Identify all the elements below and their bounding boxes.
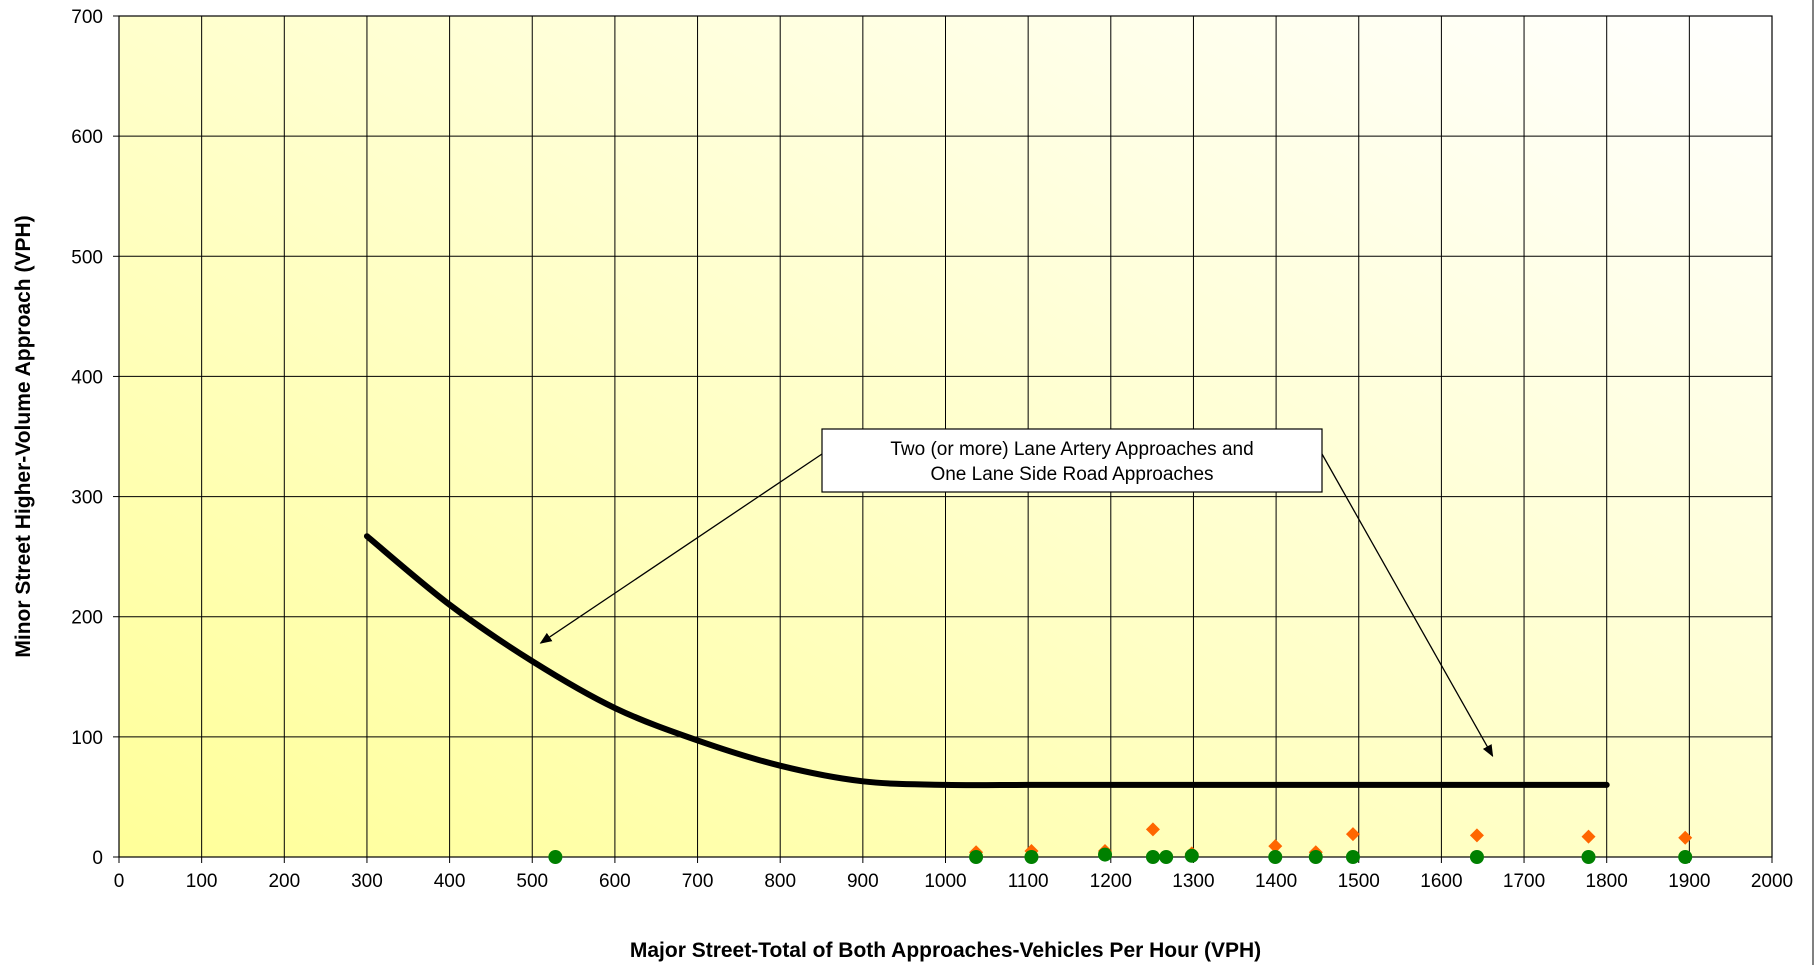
x-tick-label: 1600 [1420, 871, 1462, 892]
circle-point [1268, 850, 1283, 864]
x-tick-label: 1400 [1255, 871, 1297, 892]
x-axis-title: Major Street-Total of Both Approaches-Ve… [630, 939, 1261, 962]
diamond-point [1469, 828, 1484, 843]
y-tick-label: 0 [92, 848, 103, 869]
x-tick-label: 1800 [1586, 871, 1628, 892]
circle-point [969, 850, 984, 864]
x-tick-label: 1500 [1338, 871, 1380, 892]
x-tick-label: 1300 [1172, 871, 1214, 892]
circle-point [1024, 850, 1039, 864]
x-tick-label: 200 [268, 871, 300, 892]
x-tick-label: 0 [114, 871, 125, 892]
diamond-point [1678, 830, 1693, 845]
circle-point [1308, 850, 1323, 864]
diamond-point [1145, 822, 1160, 837]
annotation-layer: Two (or more) Lane Artery Approaches and… [539, 428, 1494, 757]
y-tick-label: 600 [71, 127, 103, 148]
x-tick-label: 500 [516, 871, 548, 892]
circle-point [1678, 850, 1693, 864]
circle-point [1098, 847, 1113, 862]
y-axis-title: Minor Street Higher-Volume Approach (VPH… [12, 215, 35, 657]
x-tick-label: 900 [847, 871, 879, 892]
circle-point [1145, 850, 1160, 864]
x-tick-label: 600 [599, 871, 631, 892]
callout-box [821, 428, 1323, 493]
diamond-point [1581, 829, 1596, 844]
y-tick-label: 700 [71, 7, 103, 28]
x-tick-label: 700 [682, 871, 714, 892]
series-layer [363, 533, 1693, 864]
circle-point [1469, 850, 1484, 864]
x-tick-label: 1900 [1668, 871, 1710, 892]
threshold-curve [363, 533, 1610, 789]
circle-point [1345, 850, 1360, 864]
x-tick-label: 1100 [1008, 871, 1049, 892]
x-tick-label: 1700 [1503, 871, 1545, 892]
y-tick-label: 400 [71, 367, 103, 388]
y-tick-label: 300 [71, 488, 103, 509]
x-tick-label: 800 [764, 871, 796, 892]
diamond-point [1268, 839, 1283, 854]
callout-arrow [539, 453, 823, 644]
x-tick-label: 300 [351, 871, 383, 892]
circle-point [548, 850, 563, 864]
diamond-point [1345, 827, 1360, 842]
callout-arrow [1321, 453, 1494, 757]
y-tick-label: 200 [71, 608, 103, 629]
circle-point [1184, 848, 1199, 863]
y-tick-label: 100 [71, 728, 103, 749]
x-tick-label: 1200 [1090, 871, 1132, 892]
x-tick-label: 2000 [1751, 871, 1793, 892]
y-tick-label: 500 [71, 247, 103, 268]
callout-text-line: One Lane Side Road Approaches [930, 464, 1213, 485]
tick-labels: 0 100 200 300 400 500 600 700 800 900 1000 1100 1200… [71, 7, 1793, 892]
circle-point [1159, 850, 1174, 864]
x-tick-label: 1000 [924, 871, 966, 892]
x-tick-label: 400 [434, 871, 466, 892]
callout-text-line: Two (or more) Lane Artery Approaches and [890, 439, 1253, 460]
circle-point [1581, 850, 1596, 864]
x-tick-label: 100 [186, 871, 218, 892]
